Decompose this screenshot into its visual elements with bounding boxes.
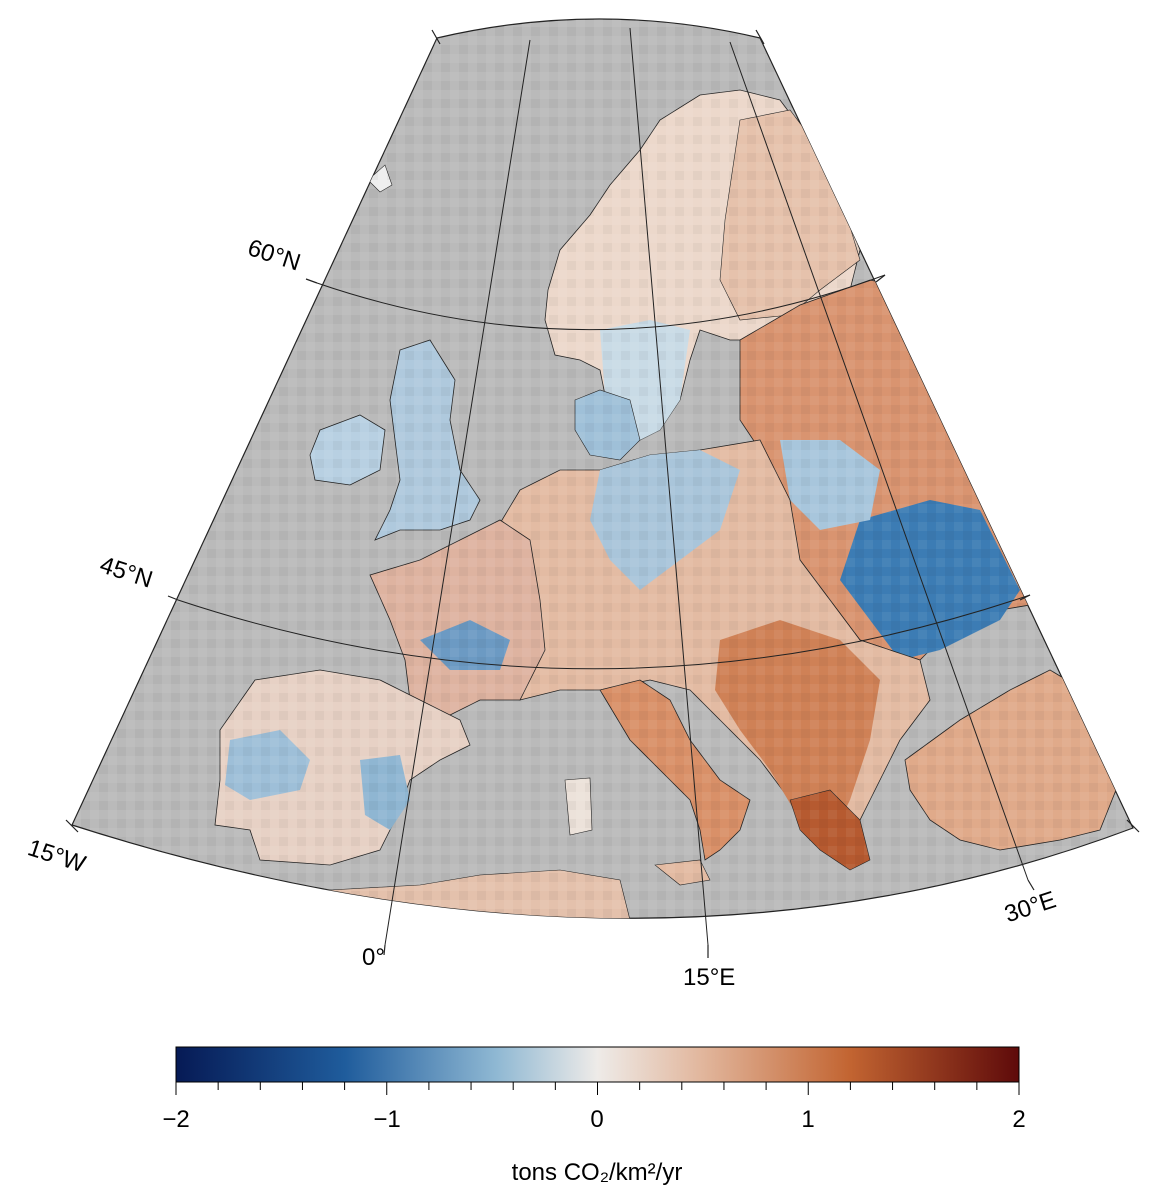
lon-label-0: 0° xyxy=(362,944,385,971)
lat-label-45n: 45°N xyxy=(97,551,156,593)
graticule xyxy=(177,27,1031,946)
colorbar-tick-label: −2 xyxy=(162,1106,189,1133)
lon-label-30e: 30°E xyxy=(1001,886,1059,928)
colorbar-tick-label: 2 xyxy=(1012,1106,1025,1133)
lon-label-15w: 15°W xyxy=(24,834,89,878)
colorbar-gradient xyxy=(175,1046,1020,1083)
lat-label-60n: 60°N xyxy=(244,234,303,276)
colorbar-unit-label: tons CO₂/km²/yr xyxy=(512,1159,683,1186)
colorbar-tick-label: 0 xyxy=(590,1106,603,1133)
colorbar: −2 −1 0 1 2 tons CO₂/km²/yr xyxy=(162,1046,1026,1186)
colorbar-ticks xyxy=(175,1082,1020,1095)
frame-ticks xyxy=(65,29,1140,958)
colorbar-tick-label: 1 xyxy=(801,1106,814,1133)
colorbar-tick-label: −1 xyxy=(373,1106,400,1133)
lon-label-15e: 15°E xyxy=(683,964,735,991)
